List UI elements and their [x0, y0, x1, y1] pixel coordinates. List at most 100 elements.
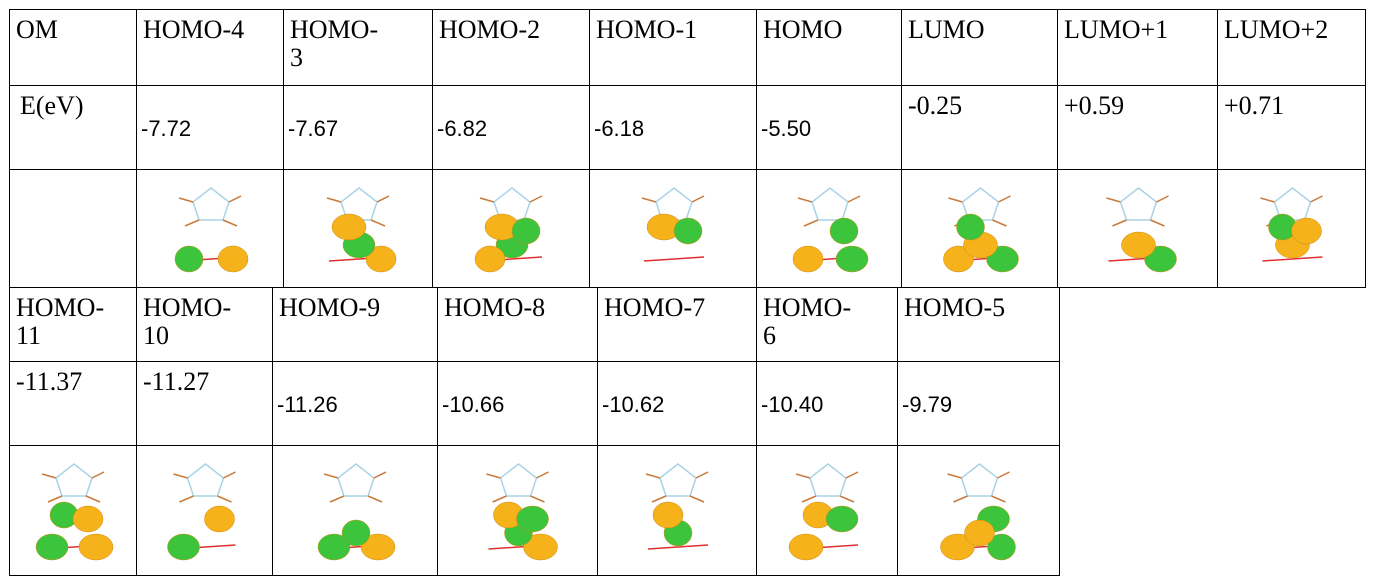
molecule-bond [641, 197, 657, 203]
molecule-bond [845, 471, 859, 479]
molecule-ring [186, 463, 225, 497]
molecule-bond [651, 495, 667, 503]
molecule-bond [1106, 197, 1121, 203]
molecule-ring [337, 463, 375, 497]
molecule-bond [803, 219, 819, 227]
table-cell: LUMO [901, 9, 1058, 86]
molecule-bond [326, 197, 342, 203]
table-cell: HOMO-4 [136, 9, 284, 86]
molecule-ring [811, 187, 849, 221]
orbital-label: HOMO-9 [279, 293, 381, 322]
orbital-lobe [835, 245, 869, 273]
orbital-image [474, 187, 543, 273]
orbital-label: HOMO-1 [596, 15, 698, 44]
molecule-bond [795, 473, 811, 479]
energy-value: -9.79 [902, 392, 953, 417]
molecule-ring [1119, 187, 1158, 221]
table-cell: E(eV) [9, 85, 137, 170]
table-cell: HOMO-2 [432, 9, 590, 86]
molecule-bond [689, 495, 705, 503]
table-cell: HOMO-9 [272, 287, 438, 362]
molecule-bond [645, 473, 661, 479]
orbital-label: HOMO-10 [143, 293, 232, 350]
molecule-bond [992, 219, 1007, 227]
energy-value: +0.59 [1064, 91, 1125, 120]
orbital-label: HOMO [763, 15, 843, 44]
energy-value: -5.50 [761, 116, 812, 141]
molecule-bond [479, 197, 495, 203]
molecule-bond [329, 495, 345, 503]
orbital-image [641, 187, 705, 262]
molecule-bond [847, 195, 861, 203]
table-cell: -10.66 [437, 361, 598, 446]
molecule-ring [960, 463, 999, 497]
orbital-lobe [964, 519, 995, 547]
table-cell: -11.37 [9, 361, 137, 446]
molecule-bond [530, 495, 545, 503]
orbital-lobe [829, 217, 859, 245]
table-cell [1057, 169, 1218, 288]
table-cell [597, 445, 757, 576]
orbital-lobe [788, 533, 824, 561]
molecule-bond [1156, 195, 1169, 203]
table-cell: -10.40 [756, 361, 898, 446]
molecule-bond [228, 195, 242, 203]
orbital-lobe [341, 519, 371, 547]
molecule-bond [529, 195, 543, 203]
table-cell: HOMO-10 [136, 287, 273, 362]
energy-value: -6.82 [437, 116, 488, 141]
orbital-lobe [217, 245, 249, 273]
molecule-bond [1262, 256, 1323, 262]
table-cell [136, 445, 273, 576]
molecule-ring [659, 463, 697, 497]
orbital-label: LUMO+1 [1064, 15, 1169, 44]
table-cell [437, 445, 598, 576]
table-cell: -0.25 [901, 85, 1058, 170]
orbital-label: HOMO-7 [604, 293, 706, 322]
orbital-image [788, 463, 859, 561]
orbital-label: OM [16, 15, 58, 44]
molecule-ring [499, 463, 538, 497]
energy-value: -10.66 [442, 392, 505, 417]
orbital-label: LUMO+2 [1224, 15, 1329, 44]
table-cell: -11.27 [136, 361, 273, 446]
table-cell: OM [9, 9, 137, 86]
orbital-image [317, 463, 396, 561]
orbital-lobe [1121, 231, 1156, 259]
orbital-image [174, 187, 249, 273]
table-cell [897, 445, 1060, 576]
table-cell: HOMO-7 [597, 287, 757, 362]
molecule-bond [47, 495, 63, 503]
orbital-lobe [204, 505, 235, 533]
molecule-bond [217, 495, 232, 503]
table-cell [136, 169, 284, 288]
orbital-label: LUMO [908, 15, 985, 44]
table-cell [1217, 169, 1366, 288]
orbital-lobe [331, 213, 367, 241]
orbital-lobe [174, 245, 204, 273]
molecule-bond [839, 495, 855, 503]
energy-value: E(eV) [20, 91, 84, 120]
molecule-bond [222, 219, 238, 227]
table-cell: -10.62 [597, 361, 757, 446]
table-cell: -11.26 [272, 361, 438, 446]
table-cell [756, 445, 898, 576]
molecule-bond [1260, 197, 1275, 203]
orbital-lobe [360, 533, 396, 561]
energy-value: -11.37 [16, 367, 83, 396]
molecule-bond [647, 544, 709, 550]
molecule-bond [997, 471, 1010, 479]
energy-value: -10.62 [602, 392, 665, 417]
molecule-bond [373, 471, 387, 479]
orbital-lobe [72, 505, 104, 533]
orbital-lobe [35, 533, 69, 561]
molecule-bond [492, 495, 507, 503]
orbital-image [792, 187, 869, 273]
orbital-label: HOMO-5 [904, 293, 1006, 322]
table-cell: HOMO-1 [589, 9, 757, 86]
orbital-lobe [940, 533, 975, 561]
molecule-bond [691, 195, 705, 203]
molecule-bond [179, 495, 194, 503]
molecule-bond [1150, 219, 1165, 227]
orbital-lobe [825, 505, 859, 533]
